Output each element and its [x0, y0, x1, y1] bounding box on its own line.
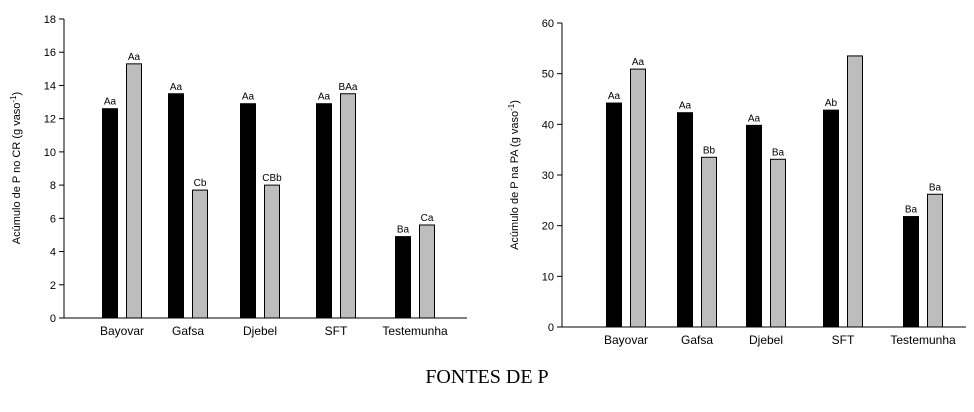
bar-gray-sft [847, 55, 863, 328]
x-category-label: Testemunha [890, 333, 956, 347]
y-tick-label: 14 [44, 80, 56, 92]
bar-gray-gafsa [701, 156, 717, 328]
x-category-label: Djebel [749, 333, 783, 347]
bar-black-testemunha [903, 216, 919, 328]
bar-annotation: Cb [194, 178, 207, 189]
bar-annotation: Ab [825, 98, 838, 109]
bar-annotation: Ba [905, 205, 918, 216]
figure-footer-label: FONTES DE P [425, 366, 549, 388]
bar-annotation: Aa [608, 91, 621, 102]
bar-black-testemunha [395, 236, 411, 319]
bar-gray-bayovar [630, 68, 646, 328]
bar-annotation: Aa [679, 101, 692, 112]
bar-annotation: Aa [170, 82, 183, 93]
y-axis-label: Acúmulo de P no CR (g vaso-1) [9, 92, 23, 244]
bar-annotation: Aa [128, 52, 141, 63]
chart-1: 0 2 4 6 8 10 12 14 16 18 Acúmulo de P no CR (g vas… [9, 14, 467, 338]
chart-2: 0 10 20 30 40 50 60 Acúmulo de P na PA (g vaso-… [507, 18, 966, 347]
y-tick-label: 20 [542, 221, 554, 233]
bar-gray-testemunha [927, 193, 943, 328]
x-category-label: Bayovar [100, 324, 144, 338]
bar-annotation: Ba [397, 225, 410, 236]
x-category-label: SFT [325, 324, 348, 338]
bar-gray-testemunha [419, 224, 435, 319]
bar-black-gafsa [677, 112, 693, 328]
bar-annotation: Ba [929, 182, 942, 193]
bar-black-djebel [240, 103, 256, 319]
y-tick-label: 50 [542, 69, 554, 81]
y-tick-label: 16 [44, 47, 56, 59]
y-tick-label: 0 [548, 322, 554, 334]
bar-annotation: Aa [242, 92, 255, 103]
bar-annotation: CBb [262, 173, 282, 184]
bar-black-gafsa [168, 93, 184, 319]
y-axis-label: Acúmulo de P na PA (g vaso-1) [507, 100, 521, 250]
bar-annotation: Ca [421, 213, 434, 224]
y-tick-label: 30 [542, 170, 554, 182]
bar-annotation: Aa [318, 92, 331, 103]
y-tick-label: 10 [542, 271, 554, 283]
x-category-label: Gafsa [172, 324, 204, 338]
y-tick-label: 6 [50, 213, 56, 225]
bar-gray-gafsa [192, 189, 208, 319]
bar-annotation: BAa [339, 82, 358, 93]
y-tick-label: 18 [44, 14, 56, 26]
y-tick-label: 12 [44, 114, 56, 126]
bar-gray-sft [340, 93, 356, 319]
y-tick-label: 0 [50, 313, 56, 325]
bar-annotation: Aa [104, 97, 117, 108]
bar-black-bayovar [102, 108, 118, 319]
x-category-label: Testemunha [382, 324, 448, 338]
bar-annotation: Aa [748, 113, 761, 124]
y-tick-label: 40 [542, 119, 554, 131]
bar-gray-djebel [770, 158, 786, 328]
bar-annotation: Bb [703, 145, 716, 156]
y-tick-label: 8 [50, 180, 56, 192]
bar-gray-djebel [264, 184, 280, 319]
x-category-label: Bayovar [604, 333, 648, 347]
bar-annotation: Aa [632, 57, 645, 68]
bar-black-bayovar [606, 102, 622, 328]
bar-black-sft [823, 109, 839, 328]
y-tick-label: 4 [50, 247, 56, 259]
bar-annotation: Ba [772, 147, 785, 158]
x-category-label: SFT [832, 333, 855, 347]
bar-gray-bayovar [126, 63, 142, 319]
x-category-label: Djebel [243, 324, 277, 338]
y-tick-label: 60 [542, 18, 554, 30]
y-tick-label: 2 [50, 280, 56, 292]
bar-black-sft [316, 103, 332, 319]
bar-black-djebel [746, 124, 762, 328]
x-category-label: Gafsa [681, 333, 713, 347]
y-tick-label: 10 [44, 147, 56, 159]
